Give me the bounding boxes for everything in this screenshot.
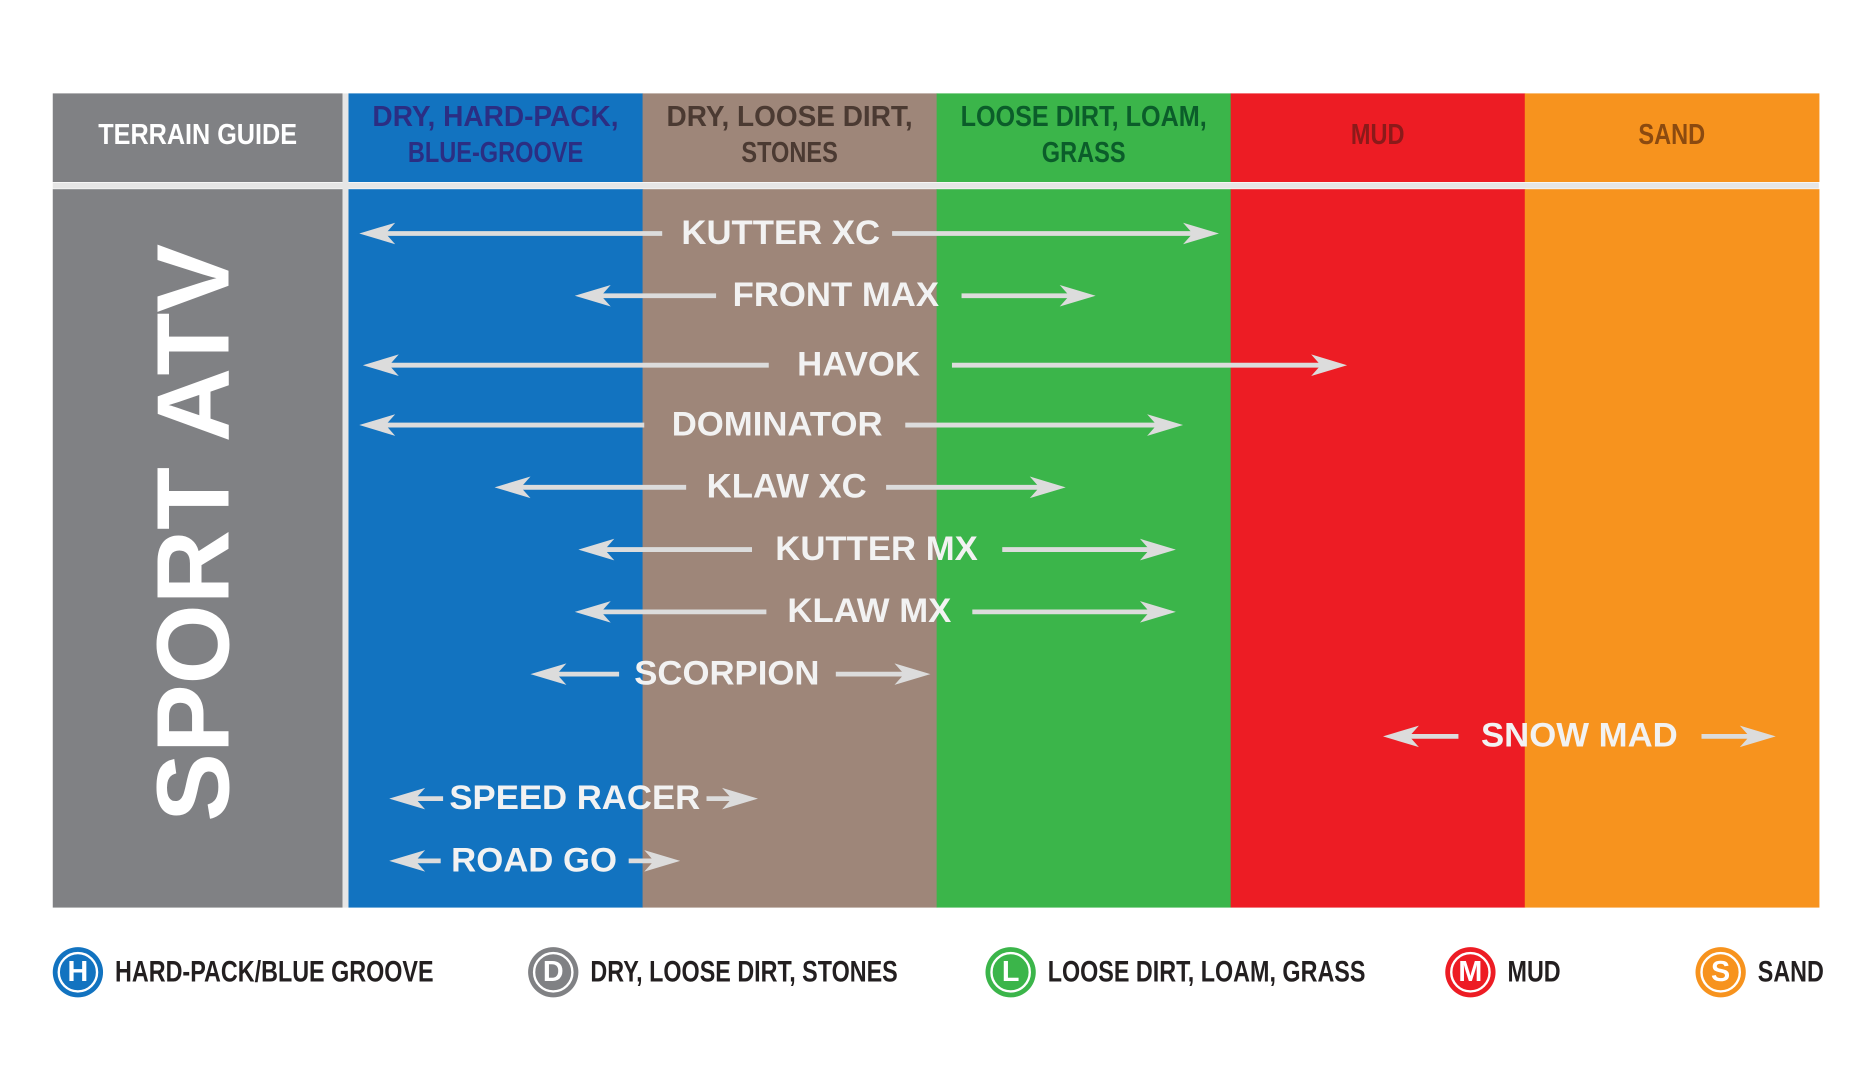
legend-icon-letter: S bbox=[1711, 956, 1730, 988]
tire-name: KLAW XC bbox=[707, 468, 867, 506]
legend-icon-ring bbox=[990, 951, 1031, 993]
header-title: TERRAIN GUIDE bbox=[98, 119, 297, 151]
tire-name: SCORPION bbox=[634, 654, 819, 692]
arrow-head bbox=[359, 414, 396, 436]
column-header bbox=[1230, 93, 1526, 182]
arrow-head bbox=[1147, 414, 1184, 436]
arrow-head bbox=[1139, 601, 1176, 623]
legend-icon-ring bbox=[1450, 951, 1491, 993]
legend-icon-letter: M bbox=[1458, 956, 1482, 988]
column-header bbox=[642, 93, 938, 182]
legend-icon bbox=[985, 947, 1036, 998]
arrow-head bbox=[722, 787, 758, 810]
arrow-head bbox=[1059, 284, 1096, 307]
arrow-head bbox=[894, 663, 931, 685]
column-title: GRASS bbox=[1042, 137, 1126, 169]
side-column bbox=[52, 189, 343, 908]
legend-icon bbox=[1695, 947, 1746, 998]
tire-name: ROAD GO bbox=[451, 841, 617, 879]
arrow-head bbox=[359, 222, 396, 245]
arrow-head bbox=[530, 663, 567, 685]
column-header bbox=[1524, 93, 1820, 182]
tire-name: SPEED RACER bbox=[449, 779, 700, 817]
arrow-head bbox=[1739, 725, 1776, 748]
legend-icon-letter: L bbox=[1002, 956, 1020, 988]
column-title: MUD bbox=[1351, 119, 1405, 151]
column-title: DRY, HARD-PACK, bbox=[372, 101, 618, 133]
tire-name: KUTTER MX bbox=[775, 530, 978, 568]
column-body bbox=[1230, 189, 1526, 908]
arrow-head bbox=[362, 354, 399, 376]
legend-label: HARD-PACK/BLUE GROOVE bbox=[115, 955, 434, 988]
column-title: STONES bbox=[741, 137, 837, 169]
tire-name: FRONT MAX bbox=[733, 276, 939, 314]
tire-name: KLAW MX bbox=[787, 592, 951, 630]
arrow-head bbox=[494, 476, 531, 499]
column-title: BLUE-GROOVE bbox=[408, 137, 583, 169]
legend-label: SAND bbox=[1758, 955, 1824, 988]
arrow-head bbox=[1383, 725, 1419, 748]
arrow-head bbox=[574, 601, 611, 623]
arrow-head bbox=[1029, 476, 1066, 499]
legend-icon-letter: D bbox=[543, 956, 564, 988]
tire-name: DOMINATOR bbox=[672, 405, 883, 443]
header-cell bbox=[52, 93, 343, 182]
legend-label: DRY, LOOSE DIRT, STONES bbox=[590, 955, 897, 988]
legend-icon bbox=[528, 947, 579, 998]
side-label: SPORT ATV bbox=[135, 244, 250, 822]
legend-label: MUD bbox=[1508, 955, 1561, 988]
tire-name: KUTTER XC bbox=[681, 214, 880, 252]
tire-name: HAVOK bbox=[797, 346, 920, 384]
column-body bbox=[1524, 189, 1820, 908]
arrow-head bbox=[1183, 222, 1219, 245]
legend-icon-ring bbox=[532, 951, 574, 993]
arrow-head bbox=[574, 284, 611, 307]
column-title: LOOSE DIRT, LOAM, bbox=[961, 101, 1207, 133]
column-header bbox=[348, 93, 644, 182]
arrow-head bbox=[1311, 354, 1348, 376]
arrow-head bbox=[644, 850, 681, 872]
tire-name: SNOW MAD bbox=[1481, 717, 1678, 755]
legend-icon bbox=[52, 947, 104, 998]
legend-icon-letter: H bbox=[68, 956, 89, 988]
arrow-head bbox=[389, 787, 426, 810]
arrow-head bbox=[1139, 538, 1176, 561]
arrow-head bbox=[578, 538, 615, 561]
column-header bbox=[936, 93, 1232, 182]
arrow-head bbox=[389, 850, 426, 872]
legend-icon-ring bbox=[1700, 951, 1742, 993]
column-title: DRY, LOOSE DIRT, bbox=[667, 101, 913, 133]
column-title: SAND bbox=[1638, 119, 1705, 151]
legend-icon bbox=[1445, 947, 1496, 998]
legend-label: LOOSE DIRT, LOAM, GRASS bbox=[1048, 955, 1366, 988]
legend-icon-ring bbox=[57, 951, 99, 993]
